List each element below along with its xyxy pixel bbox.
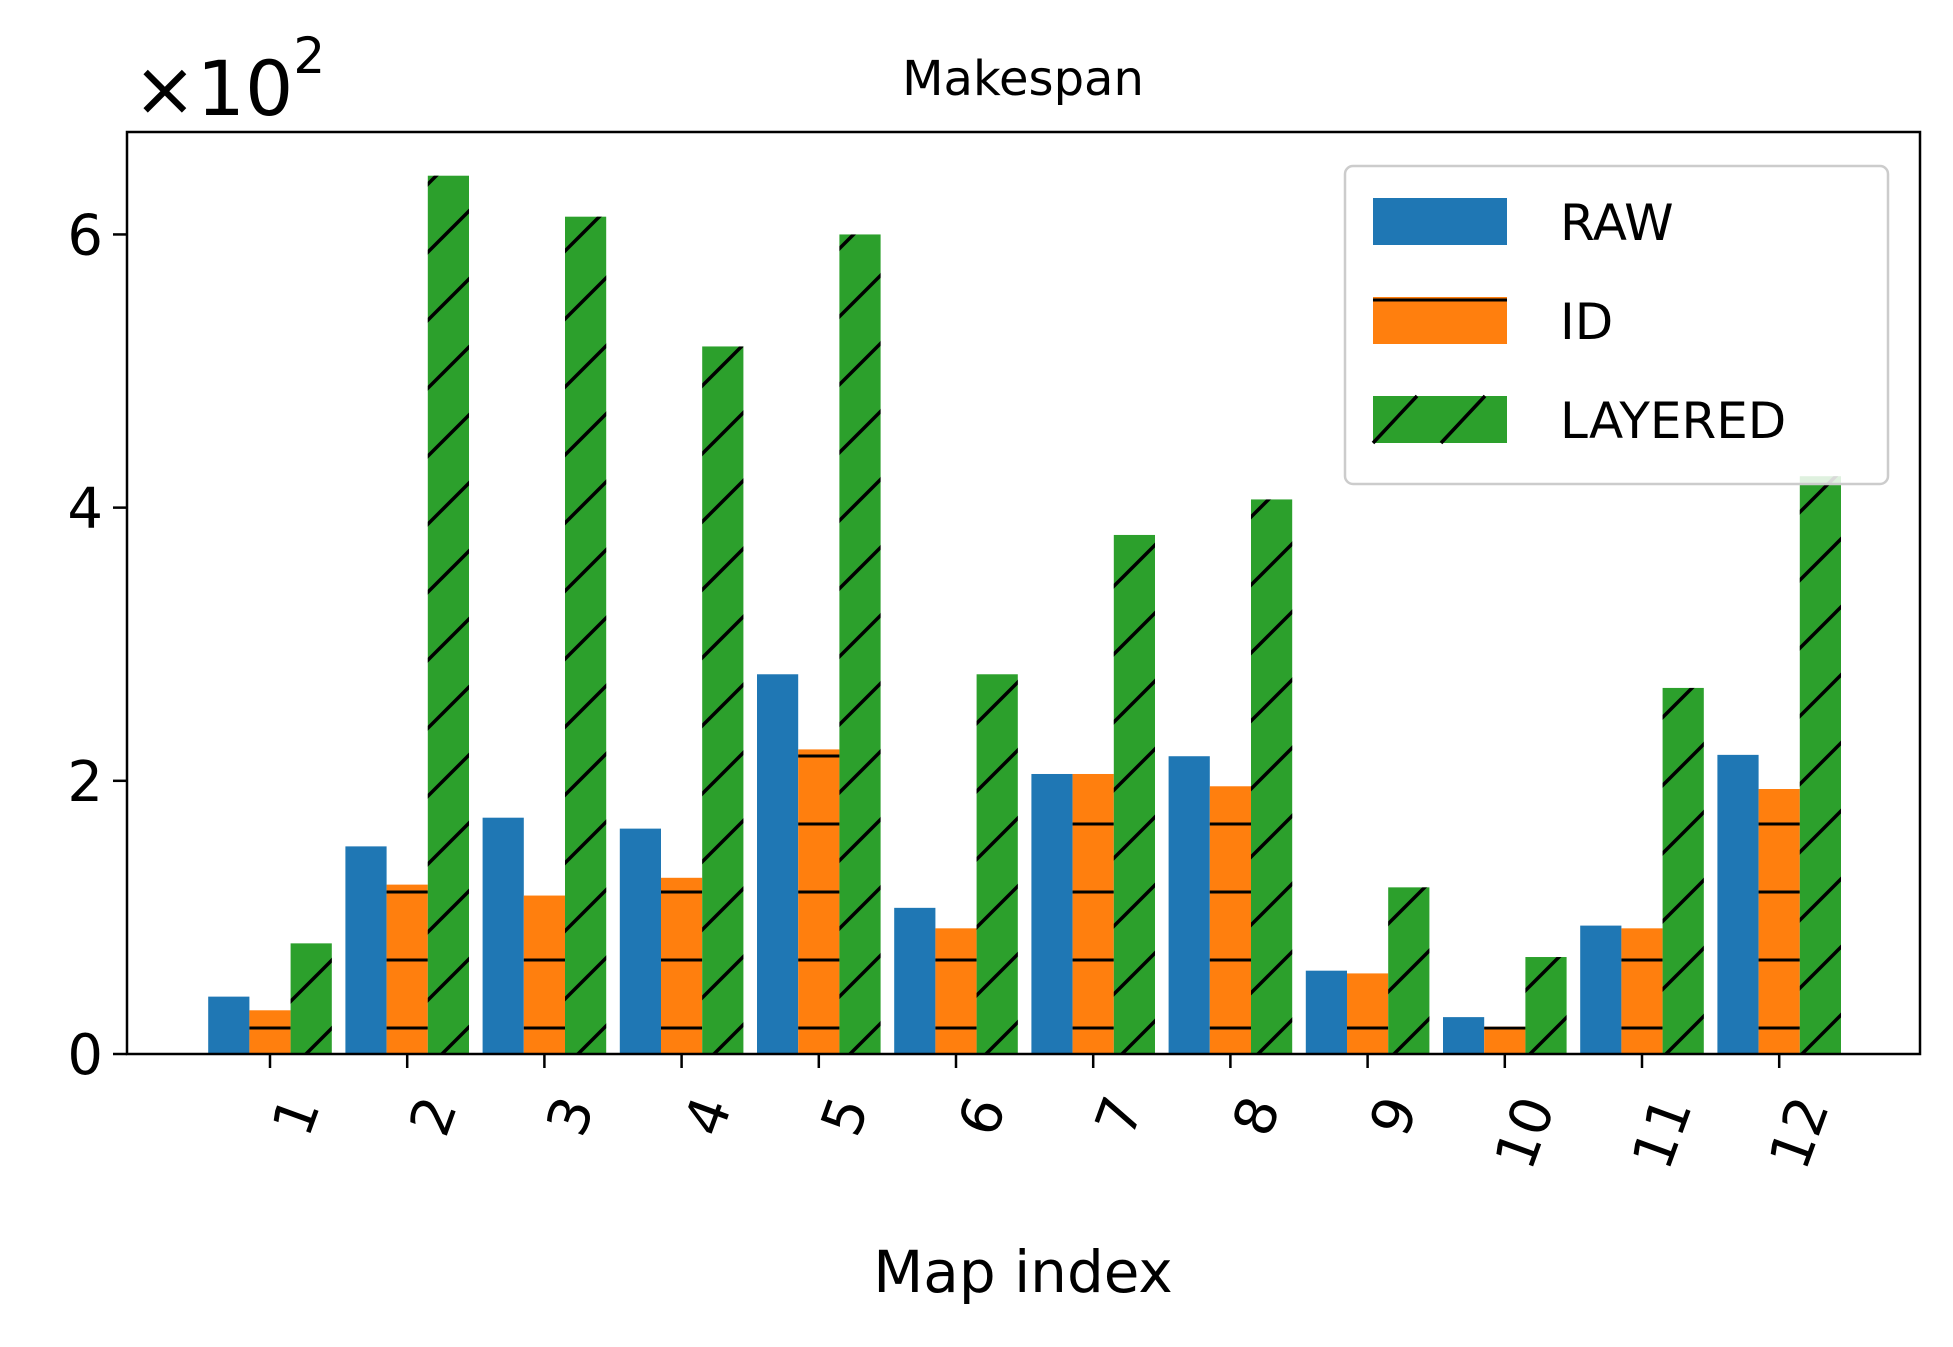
legend: RAW ID LAYERED bbox=[1343, 164, 1890, 486]
bar-raw-1 bbox=[208, 996, 250, 1054]
bar-hatch-layered-10 bbox=[1525, 957, 1567, 1054]
bar-hatch-layered-2 bbox=[427, 175, 469, 1055]
legend-label-id: ID bbox=[1560, 293, 1613, 351]
x-tick-label: 4 bbox=[672, 1089, 745, 1145]
x-tick-label: 11 bbox=[1620, 1089, 1705, 1178]
bar-hatch-id-8 bbox=[1209, 786, 1251, 1054]
x-tick-label: 8 bbox=[1221, 1089, 1294, 1145]
chart-title: Makespan bbox=[902, 51, 1144, 107]
bar-hatch-layered-11 bbox=[1662, 687, 1704, 1054]
bar-hatch-id-7 bbox=[1072, 773, 1114, 1054]
bar-raw-11 bbox=[1580, 925, 1622, 1054]
y-scale-exponent: 2 bbox=[293, 27, 325, 85]
bar-raw-3 bbox=[482, 817, 524, 1054]
legend-label-layered: LAYERED bbox=[1560, 392, 1786, 450]
y-tick-label: 0 bbox=[67, 1023, 103, 1088]
legend-swatch-raw bbox=[1373, 198, 1507, 245]
bar-hatch-layered-12 bbox=[1799, 476, 1841, 1054]
x-tick-label: 7 bbox=[1083, 1089, 1156, 1145]
x-axis-ticks: 1 2 3 4 5 6 7 8 9 10 11 12 bbox=[260, 1054, 1843, 1178]
legend-label-raw: RAW bbox=[1560, 194, 1674, 252]
bar-hatch-id-9 bbox=[1347, 973, 1389, 1054]
bar-hatch-id-10 bbox=[1484, 1026, 1526, 1054]
x-axis-label: Map index bbox=[873, 1238, 1173, 1306]
x-tick-label: 12 bbox=[1757, 1089, 1842, 1178]
bar-raw-9 bbox=[1305, 970, 1347, 1054]
bar-hatch-layered-4 bbox=[702, 346, 744, 1054]
y-tick-label: 6 bbox=[67, 203, 103, 268]
bar-hatch-id-11 bbox=[1621, 928, 1663, 1054]
bar-raw-5 bbox=[757, 674, 799, 1054]
bar-hatch-layered-9 bbox=[1388, 887, 1430, 1054]
x-tick-label: 9 bbox=[1358, 1089, 1431, 1145]
bar-hatch-id-1 bbox=[249, 1010, 291, 1054]
bar-hatch-layered-8 bbox=[1251, 499, 1293, 1054]
x-tick-label: 6 bbox=[946, 1089, 1019, 1145]
bar-hatch-layered-3 bbox=[565, 216, 607, 1055]
x-tick-label: 10 bbox=[1483, 1089, 1568, 1178]
bar-hatch-id-4 bbox=[661, 877, 703, 1054]
x-tick-label: 3 bbox=[535, 1089, 608, 1145]
legend-hatch-line bbox=[1439, 394, 1487, 445]
y-tick-label: 2 bbox=[67, 750, 103, 815]
bar-hatch-id-5 bbox=[798, 749, 840, 1054]
bar-hatch-id-6 bbox=[935, 928, 977, 1054]
bars-group bbox=[208, 175, 1841, 1055]
y-tick-label: 4 bbox=[67, 477, 103, 542]
bar-raw-6 bbox=[894, 907, 936, 1054]
y-scale-label: ×102 bbox=[133, 27, 325, 133]
bar-raw-12 bbox=[1717, 754, 1759, 1054]
x-tick-label: 5 bbox=[809, 1089, 882, 1145]
plot-area-frame bbox=[125, 130, 1922, 1056]
x-tick-label: 2 bbox=[397, 1089, 470, 1145]
legend-hatch-line bbox=[1371, 394, 1419, 445]
y-axis-ticks: 0 2 4 6 bbox=[67, 203, 127, 1088]
bar-hatch-layered-1 bbox=[290, 943, 332, 1054]
bar-hatch-id-3 bbox=[523, 895, 565, 1054]
bar-hatch-layered-5 bbox=[839, 234, 881, 1054]
bar-hatch-id-2 bbox=[386, 884, 428, 1054]
bar-raw-10 bbox=[1443, 1017, 1485, 1054]
x-tick-label: 1 bbox=[260, 1089, 333, 1145]
bar-hatch-id-12 bbox=[1758, 789, 1800, 1054]
bar-hatch-layered-7 bbox=[1113, 534, 1155, 1054]
bar-raw-8 bbox=[1168, 756, 1210, 1054]
bar-raw-2 bbox=[345, 846, 387, 1054]
legend-swatch-id bbox=[1373, 297, 1507, 344]
bar-raw-7 bbox=[1031, 773, 1073, 1054]
bar-hatch-layered-6 bbox=[976, 674, 1018, 1054]
bar-raw-4 bbox=[619, 828, 661, 1054]
y-scale-base: ×10 bbox=[133, 44, 293, 133]
